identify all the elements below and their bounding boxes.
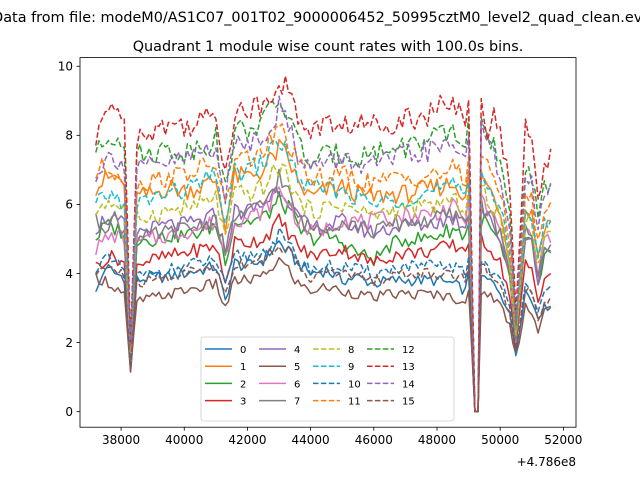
plot-frame <box>79 57 577 428</box>
legend-entry-3[interactable]: 3 <box>205 397 246 408</box>
legend-label: 7 <box>294 397 300 408</box>
x-tick-label: 44000 <box>292 433 330 447</box>
chart-title: Quadrant 1 module wise count rates with … <box>133 39 524 55</box>
legend-entry-6[interactable]: 6 <box>259 379 300 390</box>
legend-entry-11[interactable]: 11 <box>313 397 361 408</box>
legend-label: 12 <box>402 345 415 356</box>
legend-entry-5[interactable]: 5 <box>259 362 300 373</box>
legend-label: 5 <box>294 362 300 373</box>
legend-entry-0[interactable]: 0 <box>205 345 246 356</box>
series-line-9 <box>95 139 552 413</box>
x-axis: 38000 40000 42000 44000 46000 48000 50000 52000 <box>102 427 582 447</box>
x-tick-label: 42000 <box>228 433 266 447</box>
series-line-15 <box>95 245 552 413</box>
y-tick-label: 2 <box>65 336 73 350</box>
y-tick-label: 6 <box>65 198 73 212</box>
x-tick-label: 46000 <box>355 433 393 447</box>
y-tick-label: 10 <box>58 60 73 74</box>
legend-label: 2 <box>240 379 246 390</box>
legend-entry-7[interactable]: 7 <box>259 397 300 408</box>
legend-label: 8 <box>348 345 354 356</box>
legend-label: 4 <box>294 345 300 356</box>
y-tick-label: 4 <box>65 267 73 281</box>
x-offset-label: +4.786e8 <box>517 455 576 469</box>
legend-label: 15 <box>402 397 415 408</box>
legend-label: 10 <box>348 379 361 390</box>
legend-entry-14[interactable]: 14 <box>367 379 415 390</box>
y-tick-label: 8 <box>65 129 73 143</box>
legend-label: 14 <box>402 379 415 390</box>
legend-entry-12[interactable]: 12 <box>367 345 415 356</box>
x-tick-label: 50000 <box>481 433 519 447</box>
legend-label: 3 <box>240 397 246 408</box>
legend-entry-15[interactable]: 15 <box>367 397 415 408</box>
legend-label: 6 <box>294 379 300 390</box>
y-axis: 0 2 4 6 8 10 <box>58 60 80 419</box>
legend-entry-9[interactable]: 9 <box>313 362 354 373</box>
x-tick-label: 48000 <box>418 433 456 447</box>
legend-entry-13[interactable]: 13 <box>367 362 415 373</box>
legend-entry-10[interactable]: 10 <box>313 379 361 390</box>
legend-label: 11 <box>348 397 361 408</box>
legend-label: 1 <box>240 362 246 373</box>
series-layer <box>95 75 552 413</box>
y-tick-label: 0 <box>65 405 73 419</box>
series-line-14 <box>95 95 552 413</box>
x-tick-label: 40000 <box>165 433 203 447</box>
legend-label: 13 <box>402 362 415 373</box>
legend-frame <box>200 336 455 422</box>
legend-entry-2[interactable]: 2 <box>205 379 246 390</box>
legend-entry-1[interactable]: 1 <box>205 362 246 373</box>
legend-label: 9 <box>348 362 354 373</box>
legend-label: 0 <box>240 345 246 356</box>
x-tick-label: 38000 <box>102 433 140 447</box>
x-tick-label: 52000 <box>544 433 582 447</box>
legend-entry-8[interactable]: 8 <box>313 345 354 356</box>
figure-suptitle: Data from file: modeM0/AS1C07_001T02_900… <box>0 10 640 26</box>
legend-entry-4[interactable]: 4 <box>259 345 300 356</box>
